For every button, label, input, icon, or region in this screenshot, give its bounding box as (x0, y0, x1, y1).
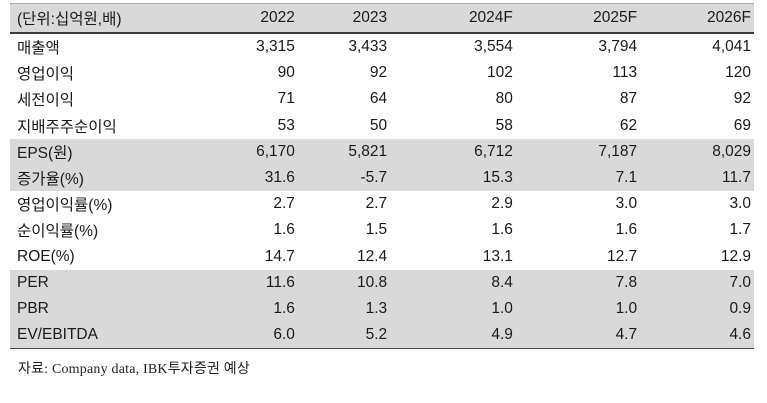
cell-value: 6,712 (390, 138, 516, 165)
cell-value: 1.6 (615, 221, 638, 239)
table-row: EV/EBITDA 6.0 5.2 4.9 4.7 4.6 (10, 322, 754, 350)
row-label: 매출액 (17, 40, 60, 58)
cell-value: 2.9 (491, 195, 513, 213)
row-label: EPS(원) (10, 138, 174, 165)
cell-value: 4.6 (640, 322, 754, 350)
cell-value: 69 (733, 116, 751, 134)
cell-value: 113 (612, 64, 638, 82)
cell-value: 11.6 (173, 269, 298, 296)
cell-value: 3.0 (729, 195, 751, 213)
financial-summary-table-container: (단위:십억원,배) 2022 2023 2024F 2025F 2026F 매출액 3,… (10, 3, 754, 378)
column-header-2024f: 2024F (390, 3, 516, 34)
column-header-2022: 2022 (173, 3, 298, 34)
cell-value: 53 (277, 116, 295, 134)
row-label: 세전이익 (17, 92, 75, 110)
cell-value: 31.6 (173, 164, 298, 192)
cell-value: 1.0 (515, 295, 641, 323)
table-row: 증가율(%) 31.6 -5.7 15.3 7.1 11.7 (10, 164, 754, 192)
cell-value: 1.5 (365, 221, 388, 239)
column-header-2026f: 2026F (640, 3, 754, 34)
cell-value: 10.8 (297, 269, 391, 296)
cell-value: 1.7 (729, 221, 751, 239)
cell-value: 15.3 (390, 164, 516, 192)
cell-value: 71 (277, 90, 295, 108)
cell-value: 58 (495, 116, 513, 134)
column-header-2023: 2023 (297, 3, 391, 34)
cell-value: 87 (619, 90, 638, 108)
cell-value: 50 (369, 116, 388, 134)
row-label: PER (10, 269, 174, 296)
row-label: PBR (10, 295, 174, 323)
row-label: 지배주주순이익 (17, 118, 117, 136)
row-label: 증가율(%) (10, 164, 174, 192)
cell-value: 3,315 (256, 38, 295, 56)
table-row: 영업이익률(%) 2.7 2.7 2.9 3.0 3.0 (10, 191, 754, 217)
cell-value: 8.4 (390, 269, 516, 296)
cell-value: 7.0 (640, 269, 754, 296)
cell-value: 3,794 (598, 38, 638, 56)
cell-value: 6,170 (173, 138, 298, 165)
cell-value: 1.6 (273, 221, 295, 239)
cell-value: 2.7 (365, 195, 388, 213)
cell-value: 92 (369, 64, 388, 82)
cell-value: 14.7 (264, 247, 295, 265)
cell-value: 1.6 (173, 295, 298, 323)
cell-value: 12.7 (606, 247, 638, 265)
cell-value: 7.1 (515, 164, 641, 192)
row-label: 순이익률(%) (17, 223, 99, 241)
cell-value: 102 (487, 64, 513, 82)
cell-value: 12.9 (720, 247, 751, 265)
table-row: PER 11.6 10.8 8.4 7.8 7.0 (10, 269, 754, 296)
table-row: EPS(원) 6,170 5,821 6,712 7,187 8,029 (10, 138, 754, 165)
cell-value: 0.9 (640, 295, 754, 323)
cell-value: 4.9 (390, 322, 516, 350)
cell-value: 4,041 (712, 38, 751, 56)
cell-value: 3,554 (474, 38, 513, 56)
cell-value: 64 (369, 90, 388, 108)
table-row: PBR 1.6 1.3 1.0 1.0 0.9 (10, 295, 754, 323)
cell-value: 7,187 (515, 138, 641, 165)
cell-value: 80 (495, 90, 513, 108)
cell-value: 11.7 (640, 164, 754, 192)
cell-value: 90 (277, 64, 295, 82)
cell-value: 13.1 (482, 247, 513, 265)
table-header-row: (단위:십억원,배) 2022 2023 2024F 2025F 2026F (10, 3, 754, 34)
cell-value: 3.0 (615, 195, 638, 213)
table-row: 매출액 3,315 3,433 3,554 3,794 4,041 (10, 33, 754, 60)
row-label: ROE(%) (17, 247, 75, 265)
table-row: 세전이익 71 64 80 87 92 (10, 86, 754, 112)
cell-value: 92 (733, 90, 751, 108)
column-header-2025f: 2025F (515, 3, 641, 34)
cell-value: 2.7 (273, 195, 295, 213)
cell-value: -5.7 (297, 164, 391, 192)
table-body: 매출액 3,315 3,433 3,554 3,794 4,041 영업이익 90 92 102 1… (10, 33, 754, 350)
cell-value: 1.0 (390, 295, 516, 323)
row-label: 영업이익률(%) (17, 197, 113, 215)
table-row: 영업이익 90 92 102 113 120 (10, 60, 754, 86)
cell-value: 8,029 (640, 138, 754, 165)
row-label: EV/EBITDA (10, 322, 174, 350)
table-row: 순이익률(%) 1.6 1.5 1.6 1.6 1.7 (10, 217, 754, 243)
unit-label: (단위:십억원,배) (10, 3, 174, 34)
cell-value: 4.7 (515, 322, 641, 350)
table-row: ROE(%) 14.7 12.4 13.1 12.7 12.9 (10, 244, 754, 270)
cell-value: 5,821 (297, 138, 391, 165)
cell-value: 7.8 (515, 269, 641, 296)
financial-summary-table: (단위:십억원,배) 2022 2023 2024F 2025F 2026F 매출액 3,… (10, 3, 754, 350)
cell-value: 6.0 (173, 322, 298, 350)
cell-value: 3,433 (348, 38, 388, 56)
cell-value: 5.2 (297, 322, 391, 350)
cell-value: 120 (725, 64, 751, 82)
source-note: 자료: Company data, IBK투자증권 예상 (18, 362, 250, 378)
cell-value: 1.3 (297, 295, 391, 323)
cell-value: 62 (619, 116, 638, 134)
table-row: 지배주주순이익 53 50 58 62 69 (10, 113, 754, 139)
row-label: 영업이익 (17, 66, 75, 84)
cell-value: 1.6 (491, 221, 513, 239)
cell-value: 12.4 (356, 247, 388, 265)
